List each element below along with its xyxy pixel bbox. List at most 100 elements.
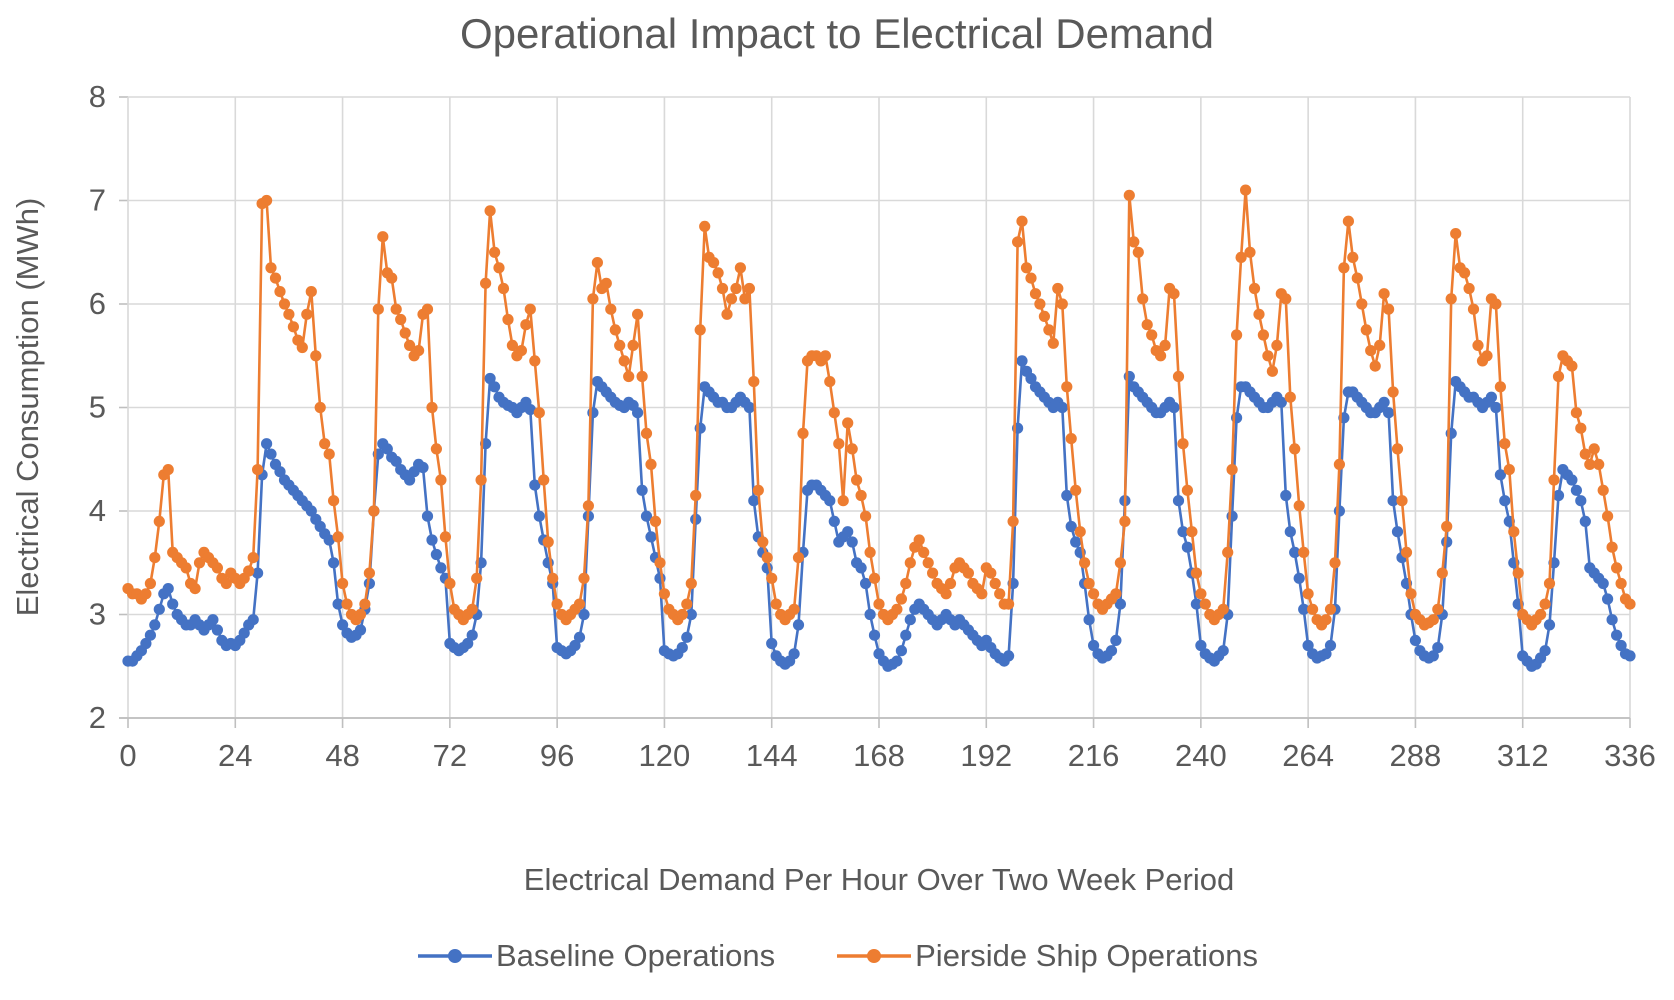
data-point[interactable] bbox=[1333, 458, 1345, 470]
data-point[interactable] bbox=[1029, 288, 1042, 300]
data-point[interactable] bbox=[985, 567, 997, 579]
data-point[interactable] bbox=[1302, 588, 1314, 600]
data-point[interactable] bbox=[489, 381, 501, 393]
data-point[interactable] bbox=[1499, 438, 1511, 450]
data-point[interactable] bbox=[1195, 639, 1207, 652]
data-point[interactable] bbox=[1405, 588, 1417, 600]
data-point[interactable] bbox=[1490, 401, 1502, 414]
data-point[interactable] bbox=[1168, 288, 1180, 300]
data-point[interactable] bbox=[238, 627, 250, 639]
data-point[interactable] bbox=[891, 603, 903, 615]
data-point[interactable] bbox=[153, 603, 165, 615]
data-point[interactable] bbox=[189, 583, 201, 595]
data-point[interactable] bbox=[1235, 251, 1247, 263]
data-point[interactable] bbox=[1499, 495, 1511, 507]
data-point[interactable] bbox=[462, 637, 474, 650]
data-point[interactable] bbox=[860, 510, 872, 522]
data-point[interactable] bbox=[1083, 577, 1095, 590]
data-point[interactable] bbox=[699, 220, 711, 232]
data-point[interactable] bbox=[895, 645, 908, 657]
data-point[interactable] bbox=[632, 308, 644, 320]
data-point[interactable] bbox=[404, 339, 416, 351]
data-point[interactable] bbox=[743, 282, 756, 295]
data-point[interactable] bbox=[654, 557, 666, 569]
data-point[interactable] bbox=[323, 448, 335, 460]
data-point[interactable] bbox=[337, 577, 349, 590]
data-point[interactable] bbox=[1012, 236, 1024, 248]
data-point[interactable] bbox=[1266, 365, 1278, 377]
data-point[interactable] bbox=[1025, 372, 1037, 385]
data-point[interactable] bbox=[1611, 629, 1623, 641]
data-point[interactable] bbox=[1034, 298, 1046, 310]
data-point[interactable] bbox=[506, 339, 518, 351]
data-point[interactable] bbox=[582, 500, 595, 512]
data-point[interactable] bbox=[922, 557, 934, 569]
data-point[interactable] bbox=[757, 536, 769, 548]
data-point[interactable] bbox=[314, 401, 326, 414]
data-point[interactable] bbox=[1624, 598, 1636, 610]
data-point[interactable] bbox=[149, 552, 161, 564]
data-point[interactable] bbox=[386, 272, 398, 284]
data-point[interactable] bbox=[1615, 639, 1627, 652]
data-point[interactable] bbox=[1146, 329, 1158, 341]
data-point[interactable] bbox=[153, 515, 165, 528]
data-point[interactable] bbox=[144, 577, 156, 590]
data-point[interactable] bbox=[1289, 443, 1301, 455]
data-point[interactable] bbox=[1284, 391, 1296, 403]
data-point[interactable] bbox=[247, 552, 259, 564]
data-point[interactable] bbox=[220, 577, 232, 590]
data-point[interactable] bbox=[1441, 520, 1453, 533]
data-point[interactable] bbox=[904, 557, 916, 569]
data-point[interactable] bbox=[533, 510, 545, 522]
data-point[interactable] bbox=[390, 303, 402, 315]
data-point[interactable] bbox=[1606, 541, 1618, 553]
data-point[interactable] bbox=[1432, 603, 1444, 615]
data-point[interactable] bbox=[1535, 608, 1547, 621]
data-point[interactable] bbox=[690, 489, 702, 502]
legend-item-pierside[interactable]: Pierside Ship Operations bbox=[835, 938, 1258, 974]
data-point[interactable] bbox=[1132, 246, 1144, 258]
data-point[interactable] bbox=[1056, 401, 1068, 414]
data-point[interactable] bbox=[1199, 598, 1211, 610]
data-point[interactable] bbox=[426, 534, 438, 546]
data-point[interactable] bbox=[1548, 474, 1560, 486]
data-point[interactable] bbox=[1257, 329, 1269, 341]
data-point[interactable] bbox=[332, 531, 344, 543]
data-point[interactable] bbox=[1155, 350, 1167, 362]
data-point[interactable] bbox=[725, 293, 738, 305]
data-point[interactable] bbox=[1615, 577, 1627, 590]
data-point[interactable] bbox=[1110, 634, 1122, 647]
data-point[interactable] bbox=[1436, 567, 1448, 579]
data-point[interactable] bbox=[1508, 526, 1520, 538]
data-point[interactable] bbox=[1432, 642, 1444, 654]
data-point[interactable] bbox=[1244, 246, 1256, 258]
data-point[interactable] bbox=[1378, 288, 1390, 300]
data-point[interactable] bbox=[207, 614, 219, 626]
data-point[interactable] bbox=[1338, 262, 1350, 274]
data-point[interactable] bbox=[940, 588, 952, 600]
data-point[interactable] bbox=[542, 536, 554, 548]
data-point[interactable] bbox=[1159, 339, 1171, 351]
data-point[interactable] bbox=[1624, 650, 1636, 662]
data-point[interactable] bbox=[855, 562, 867, 574]
data-point[interactable] bbox=[497, 282, 510, 295]
data-point[interactable] bbox=[752, 484, 764, 496]
data-point[interactable] bbox=[792, 552, 805, 564]
data-point[interactable] bbox=[1512, 567, 1524, 579]
data-point[interactable] bbox=[1409, 634, 1421, 647]
data-point[interactable] bbox=[994, 588, 1006, 600]
data-point[interactable] bbox=[1172, 495, 1185, 507]
data-point[interactable] bbox=[1231, 329, 1243, 341]
data-point[interactable] bbox=[1065, 433, 1077, 445]
data-point[interactable] bbox=[1190, 567, 1202, 579]
data-point[interactable] bbox=[748, 376, 760, 388]
data-point[interactable] bbox=[1360, 324, 1372, 336]
data-point[interactable] bbox=[372, 303, 384, 315]
data-point[interactable] bbox=[377, 231, 389, 243]
data-point[interactable] bbox=[918, 546, 930, 559]
data-point[interactable] bbox=[1570, 407, 1582, 419]
data-point[interactable] bbox=[819, 350, 832, 362]
data-point[interactable] bbox=[140, 588, 152, 600]
data-point[interactable] bbox=[770, 598, 782, 610]
data-point[interactable] bbox=[766, 637, 778, 650]
